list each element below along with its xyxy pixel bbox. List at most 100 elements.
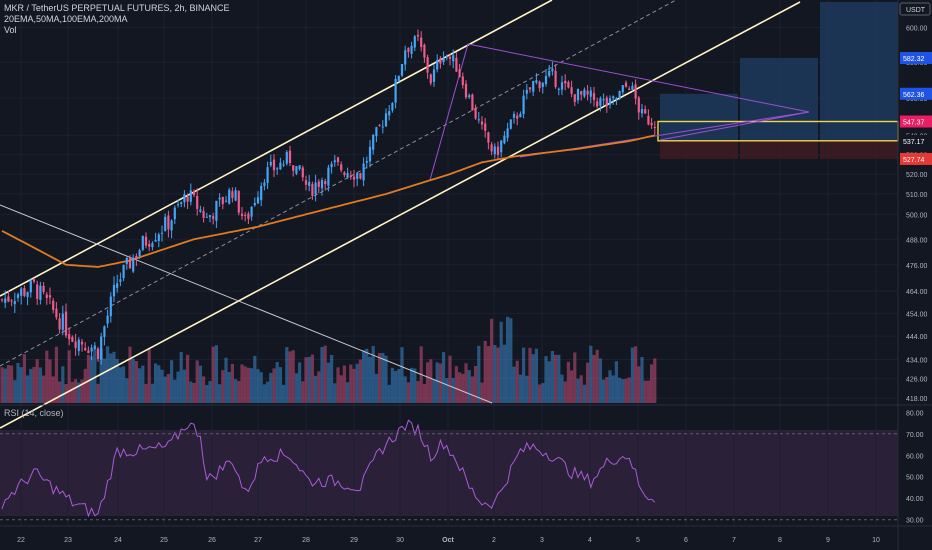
candle-body [295,166,298,174]
volume-bar [182,369,186,403]
volume-bar [643,380,647,403]
volume-bar [486,346,490,403]
volume-bar [333,383,337,403]
candle-body [260,185,263,201]
candle-body [336,157,340,163]
volume-bar [624,378,628,403]
volume-bar [160,369,164,403]
symbol-title[interactable]: MKR / TetherUS PERPETUAL FUTURES, 2h, BI… [4,3,230,13]
volume-histogram [0,316,657,403]
candle-body [618,91,621,98]
volume-bar [51,376,55,403]
candle-body [314,182,317,195]
volume-bar [275,362,279,403]
candle-body [436,59,439,70]
volume-bar [627,377,631,403]
price-tick-label: 444.00 [906,334,928,341]
volume-bar [317,371,321,403]
candle-body [45,294,48,298]
time-tick-label: 3 [540,537,544,544]
candle-body [605,97,608,107]
rsi-tick-label: 40.00 [906,496,924,503]
volume-bar [291,350,295,403]
volume-bar [208,381,212,403]
volume-bar [80,379,84,403]
volume-bar [288,351,292,403]
volume-bar [106,346,110,403]
stop-zone [660,140,738,159]
candle-body [186,196,189,202]
channel-lower [0,1,801,429]
volume-bar [397,369,401,403]
candle-body [640,109,644,114]
volume-bar [358,359,362,403]
volume-bar [70,381,74,403]
rsi-tick-label: 70.00 [906,432,924,439]
price-tick-label: 500.00 [906,212,928,219]
volume-bar [26,375,30,403]
volume-bar [29,368,33,403]
indicators-legend[interactable]: 20EMA,50MA,100EMA,200MA [4,14,128,24]
stop-zone [740,140,818,159]
volume-bar [586,362,590,403]
volume-bar [6,365,10,403]
candlestick-series[interactable] [0,29,656,365]
volume-bar [154,363,158,403]
volume-bar [518,374,522,403]
volume-bar [371,345,375,403]
volume-bar [346,382,350,403]
candle-body [612,96,615,99]
volume-bar [634,346,638,403]
candle-body [564,80,567,84]
volume-bar [400,347,404,403]
volume-bar [269,372,273,403]
volume-bar [563,381,567,403]
candle-body [64,311,68,336]
candle-body [644,109,647,114]
candle-body [16,294,20,298]
candle-body [144,236,148,246]
volume-bar [323,345,327,403]
volume-bar [278,367,282,403]
volume-bar [554,354,558,403]
volume-bar [58,381,62,403]
volume-bar [550,351,554,403]
volume-bar [342,365,346,403]
volume-bar [592,354,596,403]
price-tick-label: 434.00 [906,358,928,365]
price-tick-label: 454.00 [906,311,928,318]
candle-body [122,264,125,278]
rsi-legend[interactable]: RSI (14, close) [4,408,64,418]
volume-bar [477,345,481,403]
candle-body [468,95,471,98]
candle-body [253,203,256,206]
volume-bar [576,378,580,403]
volume-bar [490,318,494,403]
rsi-tick-label: 80.00 [906,410,924,417]
candle-body [410,45,413,54]
volume-legend[interactable]: Vol [4,25,17,35]
volume-bar [653,358,657,403]
volume-bar [198,365,202,403]
candle-body [535,80,538,83]
candle-body [250,206,253,217]
time-tick-label: 10 [872,537,880,544]
candle-body [36,284,39,299]
volume-bar [528,347,532,403]
volume-bar [147,348,151,403]
volume-bar [93,349,97,403]
volume-bar [621,379,625,403]
volume-bar [650,364,654,403]
volume-bar [150,383,154,403]
candle-body [429,74,432,84]
candle-body [525,89,528,94]
volume-bar [339,375,343,403]
volume-bar [86,354,90,403]
candle-body [240,213,244,216]
volume-bar [541,383,545,403]
volume-bar [99,348,103,403]
candle-body [48,295,52,298]
volume-bar [259,372,263,403]
candle-body [573,94,576,102]
